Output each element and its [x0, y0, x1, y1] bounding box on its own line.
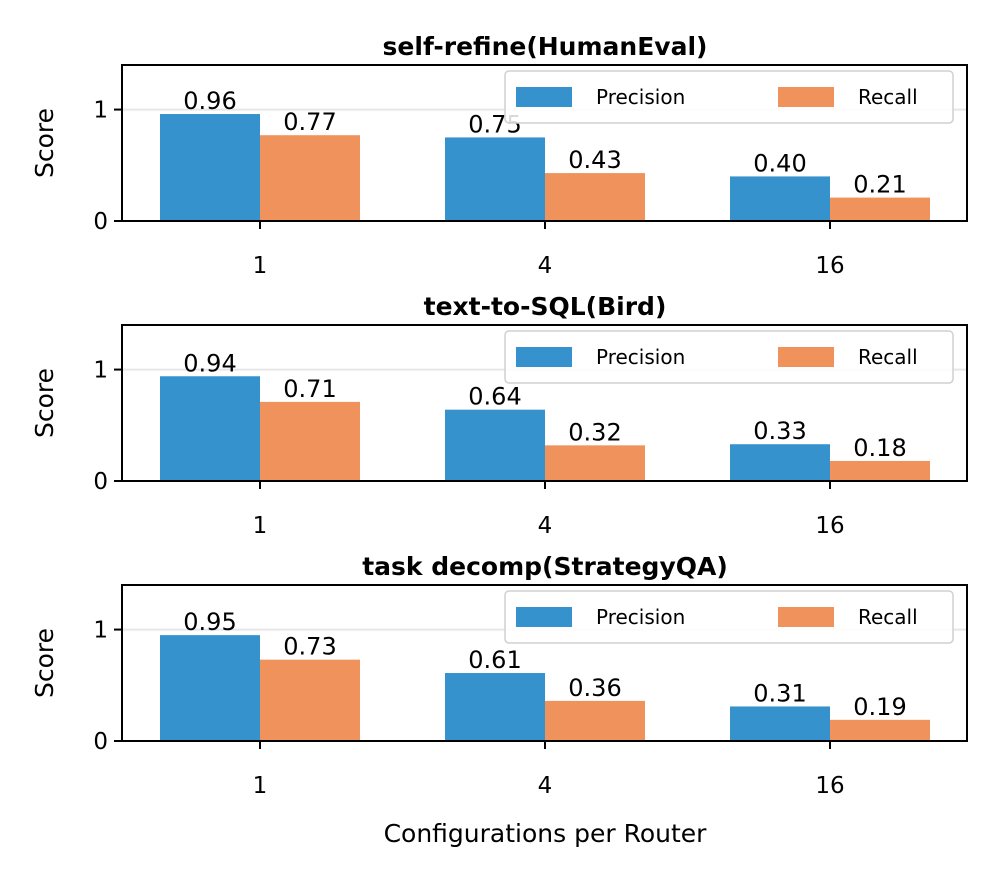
- data-label-recall-1: 0.73: [283, 633, 336, 661]
- subplot-title: task decomp(StrategyQA): [362, 552, 728, 581]
- data-label-precision-16: 0.40: [753, 149, 806, 177]
- legend-swatch-recall: [778, 607, 834, 627]
- legend-label-precision: Precision: [596, 345, 685, 369]
- bar-precision-1: [160, 635, 260, 741]
- legend: Precision Recall: [504, 590, 954, 644]
- x-tick-label: 1: [253, 773, 268, 799]
- subplot-title: self-refine(HumanEval): [383, 32, 708, 61]
- legend-label-recall: Recall: [858, 345, 918, 369]
- bar-precision-1: [160, 114, 260, 221]
- subplot-2: 0.94 0.64 0.33 0.71 0.32 0.18 0 1 1 4 16 Score text-…: [30, 292, 968, 539]
- x-tick-label: 4: [538, 773, 553, 799]
- x-tick-label: 4: [538, 513, 553, 539]
- legend-swatch-recall: [778, 347, 834, 367]
- data-label-recall-4: 0.36: [568, 674, 621, 702]
- bar-precision-16: [730, 706, 830, 741]
- y-tick-label: 1: [93, 98, 108, 124]
- data-label-precision-1: 0.96: [183, 87, 236, 115]
- legend-label-precision: Precision: [596, 85, 685, 109]
- figure-x-axis-label: Configurations per Router: [384, 819, 708, 848]
- legend-swatch-precision: [516, 87, 572, 107]
- bar-precision-16: [730, 444, 830, 481]
- bar-precision-4: [445, 409, 545, 481]
- x-tick-label: 16: [815, 513, 844, 539]
- legend: Precision Recall: [504, 330, 954, 384]
- bar-recall-1: [260, 135, 360, 221]
- y-axis-label: Score: [30, 368, 59, 438]
- y-tick-label: 0: [93, 729, 108, 755]
- bar-recall-4: [545, 700, 645, 741]
- y-tick-label: 1: [93, 358, 108, 384]
- data-label-precision-16: 0.31: [753, 679, 806, 707]
- x-tick-label: 4: [538, 253, 553, 279]
- legend-box: [504, 330, 954, 384]
- bar-recall-4: [545, 445, 645, 481]
- data-label-recall-4: 0.43: [568, 146, 621, 174]
- data-label-recall-1: 0.77: [283, 108, 336, 136]
- data-label-precision-4: 0.64: [468, 383, 521, 411]
- bar-precision-4: [445, 673, 545, 741]
- x-tick-label: 1: [253, 253, 268, 279]
- bar-recall-16: [830, 719, 930, 741]
- legend-box: [504, 70, 954, 124]
- legend-label-recall: Recall: [858, 605, 918, 629]
- data-label-recall-4: 0.32: [568, 418, 621, 446]
- y-tick-label: 0: [93, 469, 108, 495]
- legend-box: [504, 590, 954, 644]
- x-tick-label: 16: [815, 253, 844, 279]
- bar-precision-16: [730, 176, 830, 221]
- subplot-3: 0.95 0.61 0.31 0.73 0.36 0.19 0 1 1 4 16 Score task …: [30, 552, 968, 799]
- subplot-title: text-to-SQL(Bird): [424, 292, 667, 321]
- bar-recall-1: [260, 401, 360, 481]
- y-axis-label: Score: [30, 628, 59, 698]
- bar-recall-16: [830, 197, 930, 221]
- data-label-recall-16: 0.19: [853, 693, 906, 721]
- y-tick-label: 0: [93, 209, 108, 235]
- data-label-recall-1: 0.71: [283, 375, 336, 403]
- bar-recall-4: [545, 173, 645, 221]
- bar-precision-1: [160, 376, 260, 481]
- bar-recall-1: [260, 659, 360, 741]
- data-label-recall-16: 0.21: [853, 171, 906, 199]
- bar-precision-4: [445, 137, 545, 221]
- data-label-precision-1: 0.95: [183, 608, 236, 636]
- data-label-precision-4: 0.61: [468, 646, 521, 674]
- legend: Precision Recall: [504, 70, 954, 124]
- data-label-precision-1: 0.94: [183, 349, 236, 377]
- legend-swatch-precision: [516, 347, 572, 367]
- data-label-recall-16: 0.18: [853, 434, 906, 462]
- legend-label-recall: Recall: [858, 85, 918, 109]
- x-tick-label: 1: [253, 513, 268, 539]
- x-tick-label: 16: [815, 773, 844, 799]
- legend-label-precision: Precision: [596, 605, 685, 629]
- y-tick-label: 1: [93, 618, 108, 644]
- legend-swatch-precision: [516, 607, 572, 627]
- data-label-precision-16: 0.33: [753, 417, 806, 445]
- bar-recall-16: [830, 460, 930, 481]
- legend-swatch-recall: [778, 87, 834, 107]
- y-axis-label: Score: [30, 108, 59, 178]
